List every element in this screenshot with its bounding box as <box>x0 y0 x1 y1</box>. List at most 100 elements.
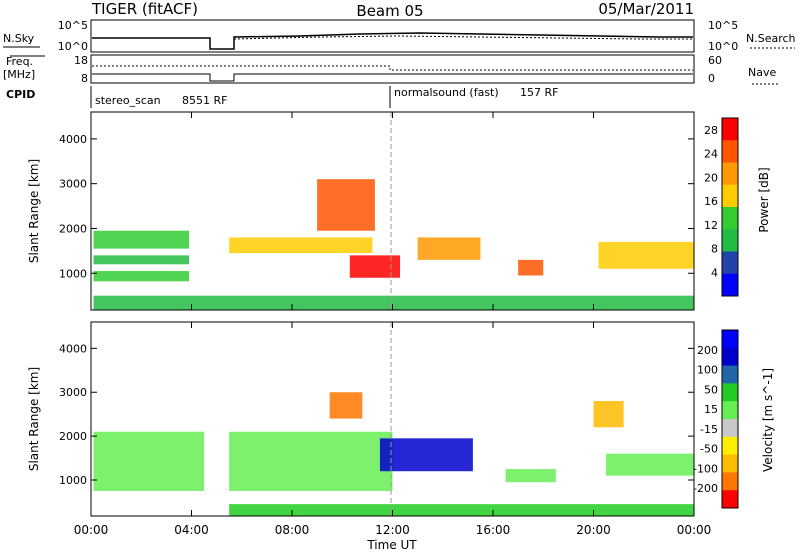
colorbar-segment <box>722 472 738 491</box>
power-heatmap <box>93 179 694 310</box>
y-tick-label: 2000 <box>59 222 87 235</box>
colorbar-tick-label: 15 <box>704 403 718 416</box>
nsky-panel: N.Sky 10^5 10^0 10^5 10^0 N.Search <box>3 19 796 53</box>
nsky-trace <box>92 32 693 50</box>
velocity-colorbar-label: Velocity [m s^-1] <box>761 368 775 472</box>
velocity-region-5 <box>505 469 556 483</box>
colorbar-segment <box>722 162 738 186</box>
velocity-colorbar-ticks: 200 100 50 15 -15 -50 -100 -200 <box>693 344 718 495</box>
date-label: 05/Mar/2011 <box>598 0 694 18</box>
velocity-region-6 <box>593 401 624 428</box>
power-region-2 <box>93 255 189 265</box>
x-tick-label: 16:00 <box>476 523 511 537</box>
power-ylabel: Slant Range [km] <box>27 159 41 263</box>
nave-trace <box>92 65 693 71</box>
colorbar-segment <box>722 490 738 509</box>
y-tick-label: 4000 <box>59 342 87 355</box>
velocity-ylabel: Slant Range [km] <box>27 367 41 471</box>
freq-panel: Freq. [MHz] 18 8 60 0 Nave <box>3 54 780 85</box>
cpid-label: CPID <box>6 88 35 101</box>
colorbar-segment <box>722 273 738 297</box>
colorbar-frame <box>721 117 739 297</box>
freq-tick-bottom: 8 <box>81 72 88 85</box>
power-colorbar-label: Power [dB] <box>757 167 771 232</box>
y-tick-label: 3000 <box>59 178 87 191</box>
velocity-region-8 <box>229 504 694 516</box>
cpid-segment-2-id: 157 RF <box>520 86 558 99</box>
velocity-region-1 <box>93 431 205 491</box>
colorbar-tick-label: -15 <box>700 423 718 436</box>
colorbar-segment <box>722 229 738 252</box>
power-region-4 <box>229 237 373 254</box>
x-axis-ticks: 00:00 04:00 08:00 12:00 16:00 20:00 00:00 <box>74 112 711 537</box>
colorbar-tick-label: -200 <box>693 482 718 495</box>
velocity-region-3 <box>329 392 363 419</box>
velocity-panel: 1000 2000 3000 4000 Slant Range [km] <box>27 321 695 517</box>
nave-tick-top: 60 <box>708 54 722 67</box>
colorbar-segment <box>722 118 738 141</box>
colorbar-segment <box>722 365 738 384</box>
freq-tick-top: 18 <box>74 54 88 67</box>
velocity-region-7 <box>606 453 694 476</box>
nsky-tick-bottom: 10^0 <box>58 40 88 53</box>
colorbar-segment <box>722 140 738 163</box>
colorbar-tick-label: 100 <box>697 364 718 377</box>
velocity-region-2 <box>229 431 393 491</box>
colorbar-segment <box>722 347 738 367</box>
velocity-colorbar-scale <box>721 329 739 509</box>
velocity-colorbar: 200 100 50 15 -15 -50 -100 -200 Velocity [m s^-… <box>693 329 775 509</box>
colorbar-tick-label: -50 <box>700 443 718 456</box>
nsearch-label: N.Search <box>746 32 796 45</box>
colorbar-tick-label: 24 <box>704 148 718 161</box>
colorbar-segment <box>722 251 738 275</box>
power-region-10 <box>93 295 694 310</box>
power-region-3 <box>93 271 189 282</box>
y-tick-label: 1000 <box>59 474 87 487</box>
cpid-segment-1-id: 8551 RF <box>182 94 227 107</box>
colorbar-segment <box>722 436 738 456</box>
nave-label: Nave <box>748 66 776 79</box>
freq-unit: [MHz] <box>3 68 35 81</box>
colorbar-tick-label: 200 <box>697 344 718 357</box>
power-region-8 <box>518 259 544 276</box>
power-colorbar-scale <box>721 117 739 297</box>
power-region-6 <box>349 255 401 278</box>
nsearch-tick-top: 10^5 <box>708 19 738 32</box>
nsky-tick-top: 10^5 <box>58 19 88 32</box>
cpid-segment-1-name: stereo_scan <box>95 94 161 107</box>
y-tick-label: 1000 <box>59 267 87 280</box>
colorbar-tick-label: 20 <box>704 171 718 184</box>
power-y-ticks: 1000 2000 3000 4000 <box>59 133 694 280</box>
nsearch-tick-bottom: 10^0 <box>708 40 738 53</box>
y-tick-label: 3000 <box>59 386 87 399</box>
colorbar-frame <box>721 329 739 509</box>
freq-trace <box>92 73 693 82</box>
colorbar-segment <box>722 184 738 208</box>
x-tick-label: 00:00 <box>74 523 109 537</box>
x-tick-label: 08:00 <box>275 523 310 537</box>
center-title: Beam 05 <box>356 2 423 20</box>
colorbar-segment <box>722 419 738 438</box>
power-colorbar: 4 8 12 16 20 24 28 Power [dB] <box>704 117 771 297</box>
colorbar-tick-label: 12 <box>704 219 718 232</box>
y-tick-label: 4000 <box>59 133 87 146</box>
power-panel: 1000 2000 3000 4000 Slant Range [km] <box>27 111 695 311</box>
colorbar-tick-label: 50 <box>704 383 718 396</box>
colorbar-segment <box>722 330 738 349</box>
velocity-y-ticks: 1000 2000 3000 4000 <box>59 342 694 487</box>
power-region-1 <box>93 230 189 249</box>
colorbar-tick-label: 16 <box>704 195 718 208</box>
x-tick-label: 12:00 <box>375 523 410 537</box>
power-region-9 <box>598 241 694 269</box>
x-tick-label: 04:00 <box>174 523 209 537</box>
colorbar-tick-label: 4 <box>711 266 718 279</box>
colorbar-segment <box>722 454 738 473</box>
nave-tick-bottom: 0 <box>708 72 715 85</box>
colorbar-tick-label: -100 <box>693 462 718 475</box>
colorbar-segment <box>722 207 738 230</box>
power-colorbar-ticks: 4 8 12 16 20 24 28 <box>704 124 718 279</box>
colorbar-tick-label: 8 <box>711 243 718 256</box>
velocity-region-4 <box>379 438 473 472</box>
nsky-label: N.Sky <box>3 32 35 45</box>
